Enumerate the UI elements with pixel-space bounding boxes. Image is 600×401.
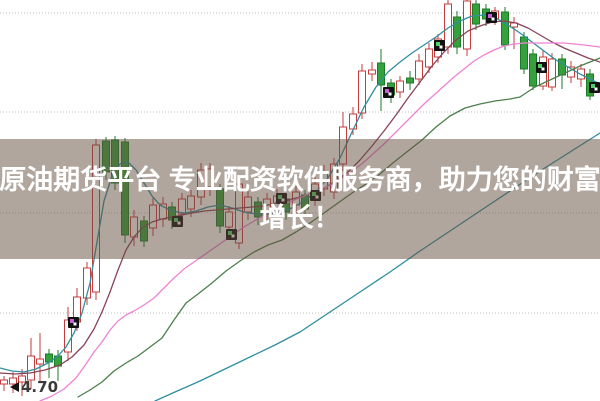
- candle-body: [396, 80, 404, 93]
- signal-marker-glyph: [594, 87, 598, 91]
- signal-marker-glyph: [385, 89, 389, 93]
- candle-body: [425, 48, 433, 68]
- candle-body: [406, 77, 414, 84]
- candle-body: [36, 358, 44, 365]
- signal-marker-glyph: [541, 67, 545, 71]
- candle-down: [453, 11, 461, 54]
- candle-body: [472, 3, 480, 25]
- candle-body: [415, 60, 423, 80]
- candle-body: [377, 62, 385, 86]
- signal-marker-glyph: [388, 92, 392, 96]
- signal-marker-icon: [383, 87, 394, 98]
- low-price-value: 4.70: [21, 378, 59, 396]
- candle-body: [349, 113, 357, 130]
- candle-up: [548, 53, 556, 91]
- low-price-label: 4.70: [10, 378, 58, 396]
- candle-up: [463, 0, 471, 56]
- signal-marker-glyph: [73, 322, 77, 326]
- candle-body: [27, 355, 35, 381]
- signal-marker-icon: [486, 12, 497, 23]
- candle-body: [358, 70, 366, 114]
- candle-up: [425, 43, 433, 73]
- signal-marker-glyph: [488, 14, 492, 18]
- signal-marker-icon: [536, 62, 547, 73]
- candle-body: [0, 379, 8, 385]
- candle-body: [444, 3, 452, 48]
- candle-up: [396, 76, 404, 98]
- candle-body: [548, 58, 556, 88]
- candle-body: [18, 375, 26, 383]
- low-price-arrow-icon: [10, 382, 19, 392]
- signal-marker-glyph: [591, 84, 595, 88]
- signal-marker-icon: [434, 40, 445, 51]
- candle-body: [453, 16, 461, 48]
- candle-body: [529, 53, 537, 87]
- candle-up: [368, 62, 376, 81]
- candle-body: [368, 69, 376, 75]
- candle-up: [358, 64, 366, 119]
- promo-text-line2: 增长！: [259, 203, 341, 233]
- signal-marker-glyph: [70, 319, 74, 323]
- signal-marker-icon: [589, 82, 600, 93]
- candle-up: [0, 376, 8, 391]
- candle-down: [377, 49, 385, 111]
- candle-down: [558, 54, 566, 89]
- promo-overlay: 原油期货平台 专业配资软件服务商，助力您的财富 增长！: [0, 139, 600, 259]
- candle-down: [406, 71, 414, 90]
- signal-marker-glyph: [436, 42, 440, 46]
- candle-up: [64, 307, 72, 361]
- candle-up: [18, 369, 26, 396]
- candle-up: [27, 338, 35, 389]
- signal-marker-glyph: [439, 45, 443, 49]
- candle-down: [501, 7, 509, 50]
- candle-body: [520, 36, 528, 70]
- candle-up: [36, 333, 44, 383]
- candle-down: [529, 49, 537, 90]
- signal-marker-icon: [68, 317, 79, 328]
- candle-body: [501, 11, 509, 46]
- promo-text-line1: 原油期货平台 专业配资软件服务商，助力您的财富: [0, 165, 600, 195]
- candle-body: [463, 0, 471, 50]
- signal-marker-glyph: [538, 64, 542, 68]
- signal-marker-glyph: [491, 17, 495, 21]
